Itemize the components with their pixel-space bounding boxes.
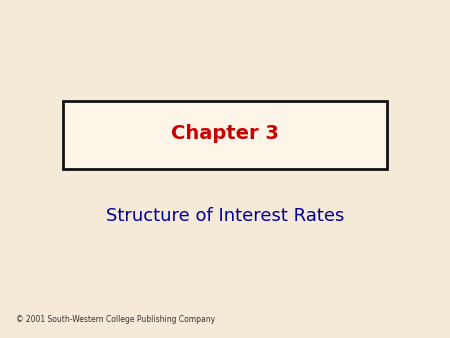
Text: © 2001 South-Western College Publishing Company: © 2001 South-Western College Publishing … <box>16 315 215 324</box>
Text: Structure of Interest Rates: Structure of Interest Rates <box>106 207 344 225</box>
Text: Chapter 3: Chapter 3 <box>171 124 279 143</box>
FancyBboxPatch shape <box>63 101 387 169</box>
